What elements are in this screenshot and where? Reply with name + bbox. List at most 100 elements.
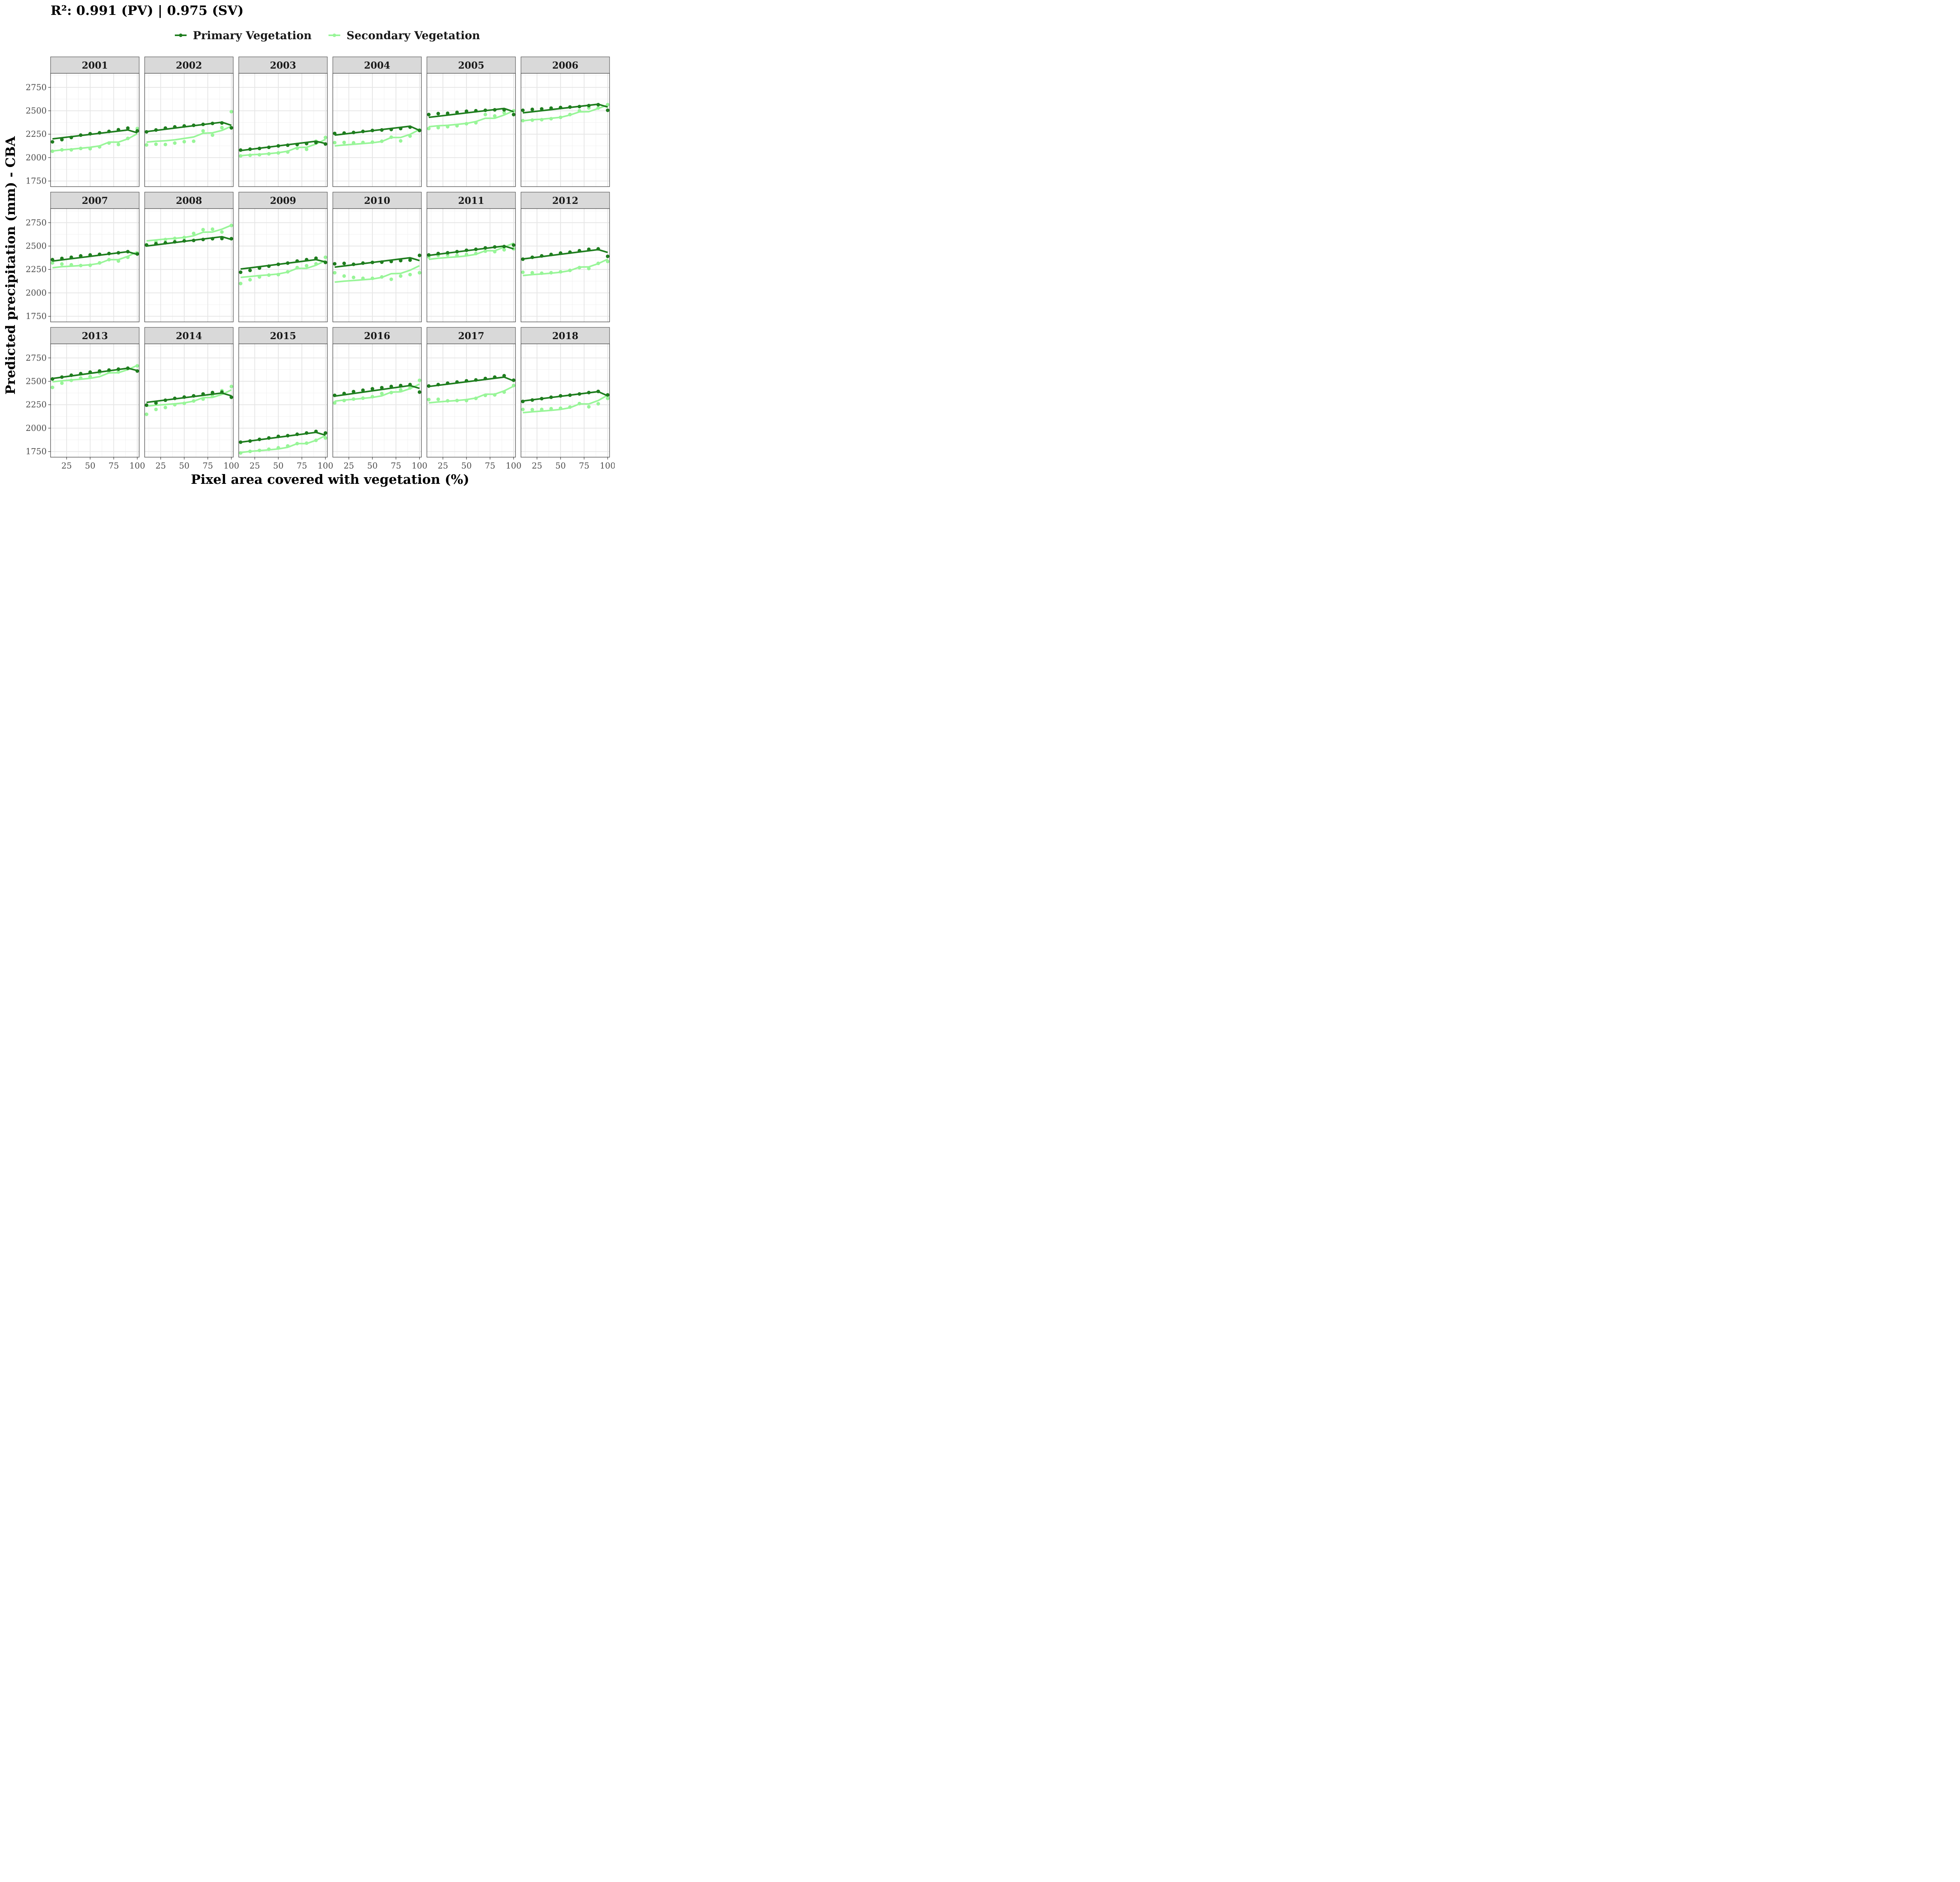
pv-point	[295, 142, 299, 147]
pv-point	[314, 141, 318, 145]
pv-point	[60, 138, 64, 142]
pv-point	[182, 395, 186, 399]
pv-point	[502, 245, 506, 249]
sv-point	[107, 141, 111, 145]
panel-background	[145, 209, 233, 322]
pv-point	[389, 385, 393, 389]
pv-point	[267, 436, 271, 440]
pv-point	[455, 111, 459, 114]
sv-point	[305, 147, 309, 151]
pv-point	[493, 375, 497, 379]
panel-border	[426, 73, 516, 187]
pv-point	[79, 133, 83, 137]
sv-point	[549, 271, 553, 275]
sv-point	[267, 447, 271, 451]
sv-point	[163, 142, 167, 147]
facet-strip	[332, 192, 422, 209]
sv-point	[540, 407, 544, 411]
x-tick-label: 50	[273, 461, 284, 470]
pv-point	[145, 243, 149, 247]
panel-border	[238, 343, 328, 458]
pv-point	[135, 369, 139, 373]
facet-strip	[238, 327, 328, 344]
pv-point	[559, 394, 563, 398]
sv-point	[258, 275, 261, 279]
sv-point	[211, 227, 214, 231]
sv-point	[79, 376, 83, 380]
pv-point	[549, 395, 553, 399]
facet-strip-label: 2012	[552, 195, 579, 206]
sv-point	[465, 398, 468, 403]
sv-point	[399, 274, 403, 278]
sv-point	[408, 134, 412, 138]
legend-label-primary: Primary Vegetation	[193, 29, 312, 42]
pv-point	[530, 107, 534, 111]
pv-point	[483, 376, 487, 381]
pv-point	[211, 122, 214, 125]
sv-point	[126, 136, 130, 140]
pv-point	[135, 129, 139, 133]
y-tick-label: 2750	[26, 218, 47, 227]
pv-point	[587, 104, 591, 107]
sv-point	[69, 263, 73, 267]
y-tick-label: 2250	[26, 265, 47, 274]
facet-panel-2016: 2016	[332, 327, 422, 458]
facet-strip	[521, 327, 610, 344]
panel-border	[426, 343, 516, 458]
sv-point	[220, 230, 224, 234]
pv-point	[201, 392, 205, 396]
facet-strip-label: 2004	[364, 60, 390, 71]
sv-point	[229, 110, 233, 114]
pv-point	[342, 131, 346, 135]
pv-point	[587, 391, 591, 394]
sv-point	[549, 407, 553, 411]
pv-point	[352, 131, 356, 134]
pv-point	[126, 250, 130, 254]
sv-point	[276, 272, 280, 277]
sv-fit-line	[334, 129, 420, 147]
sv-fit-line	[523, 258, 608, 276]
pv-point	[126, 126, 130, 130]
sv-point	[530, 118, 534, 122]
x-tick-label: 25	[156, 461, 166, 470]
pv-point	[361, 129, 365, 133]
sv-point	[352, 275, 356, 280]
y-tick-label: 2000	[26, 153, 47, 162]
sv-point	[88, 147, 92, 151]
pv-point	[145, 130, 149, 134]
x-tick-label: 100	[129, 461, 145, 470]
y-tick-label: 1750	[26, 447, 47, 456]
panel-background	[239, 344, 327, 457]
sv-fit-line	[428, 385, 514, 404]
pv-point	[154, 128, 158, 132]
facet-strip-label: 2010	[364, 195, 390, 206]
y-tick-label: 2250	[26, 400, 47, 409]
sv-point	[305, 264, 309, 268]
panel-border	[50, 343, 140, 458]
x-axis-title: Pixel area covered with vegetation (%)	[191, 472, 469, 487]
sv-point	[314, 262, 318, 266]
y-tick-label: 2500	[26, 377, 47, 386]
sv-point	[79, 263, 83, 267]
pv-point	[51, 140, 54, 144]
sv-point	[323, 436, 327, 440]
sv-point	[51, 385, 54, 389]
pv-point	[549, 253, 553, 256]
pv-point	[69, 373, 73, 377]
sv-point	[465, 253, 468, 256]
pv-point	[474, 109, 478, 113]
pv-point	[173, 125, 177, 129]
x-tick-label: 25	[532, 461, 543, 470]
facet-strip	[521, 192, 610, 209]
x-tick-label: 100	[506, 461, 521, 470]
pv-point	[229, 126, 233, 130]
sv-point	[116, 370, 120, 374]
facet-strip	[50, 56, 140, 74]
facet-panel-2011: 2011	[426, 192, 516, 322]
pv-point	[352, 262, 356, 266]
pv-point	[502, 374, 506, 378]
sv-point	[493, 114, 497, 118]
facet-strip	[332, 56, 422, 74]
pv-fit-line	[52, 129, 138, 140]
sv-point	[568, 405, 572, 409]
